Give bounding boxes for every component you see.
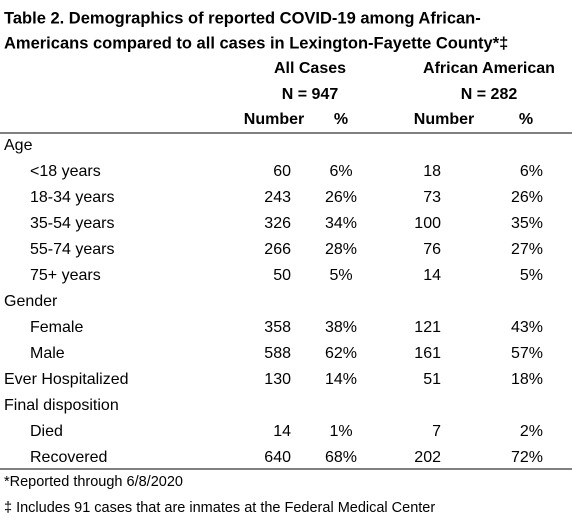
- cell: 14: [273, 423, 291, 440]
- cell: 358: [264, 319, 291, 336]
- row-label: Age: [4, 137, 33, 154]
- row-label: 55-74 years: [30, 241, 115, 258]
- row-label: Recovered: [30, 449, 107, 466]
- cell: 60: [273, 163, 291, 180]
- cell: 161: [414, 345, 441, 362]
- row-label: 75+ years: [30, 267, 101, 284]
- cell: 28%: [325, 241, 357, 258]
- title-line: Table 2. Demographics of reported COVID-…: [4, 9, 481, 27]
- row-label: Ever Hospitalized: [4, 371, 129, 388]
- cell: 43%: [511, 319, 543, 336]
- cell: 2%: [520, 423, 543, 440]
- column-header: %: [519, 111, 533, 128]
- cell: 18%: [511, 371, 543, 388]
- column-header: %: [334, 111, 348, 128]
- row-label: Gender: [4, 293, 58, 310]
- title-line: Americans compared to all cases in Lexin…: [4, 34, 508, 52]
- row-label: Female: [30, 319, 83, 336]
- cell: 18: [423, 163, 441, 180]
- row-label: Final disposition: [4, 397, 119, 414]
- cell: 62%: [325, 345, 357, 362]
- cell: 14%: [325, 371, 357, 388]
- cell: 326: [264, 215, 291, 232]
- cell: 588: [264, 345, 291, 362]
- row-label: <18 years: [30, 163, 101, 180]
- cell: 5%: [520, 267, 543, 284]
- cell: 100: [414, 215, 441, 232]
- footnote: *Reported through 6/8/2020: [4, 474, 183, 490]
- group-n: N = 282: [461, 86, 518, 103]
- cell: 26%: [325, 189, 357, 206]
- cell: 68%: [325, 449, 357, 466]
- column-header: Number: [414, 111, 474, 128]
- group-n: N = 947: [282, 86, 339, 103]
- cell: 76: [423, 241, 441, 258]
- cell: 640: [264, 449, 291, 466]
- cell: 6%: [520, 163, 543, 180]
- cell: 27%: [511, 241, 543, 258]
- row-label: Died: [30, 423, 63, 440]
- cell: 266: [264, 241, 291, 258]
- cell: 51: [423, 371, 441, 388]
- cell: 202: [414, 449, 441, 466]
- cell: 38%: [325, 319, 357, 336]
- cell: 35%: [511, 215, 543, 232]
- cell: 7: [432, 423, 441, 440]
- group-header: African American: [423, 60, 555, 77]
- cell: 121: [414, 319, 441, 336]
- cell: 72%: [511, 449, 543, 466]
- cell: 130: [264, 371, 291, 388]
- cell: 5%: [329, 267, 352, 284]
- cell: 57%: [511, 345, 543, 362]
- cell: 26%: [511, 189, 543, 206]
- footnote: ‡ Includes 91 cases that are inmates at …: [4, 500, 435, 516]
- cell: 1%: [329, 423, 352, 440]
- cell: 14: [423, 267, 441, 284]
- row-label: 35-54 years: [30, 215, 115, 232]
- row-label: 18-34 years: [30, 189, 115, 206]
- column-header: Number: [244, 111, 304, 128]
- cell: 34%: [325, 215, 357, 232]
- cell: 73: [423, 189, 441, 206]
- cell: 50: [273, 267, 291, 284]
- cell: 6%: [329, 163, 352, 180]
- row-label: Male: [30, 345, 65, 362]
- cell: 243: [264, 189, 291, 206]
- group-header: All Cases: [274, 60, 346, 77]
